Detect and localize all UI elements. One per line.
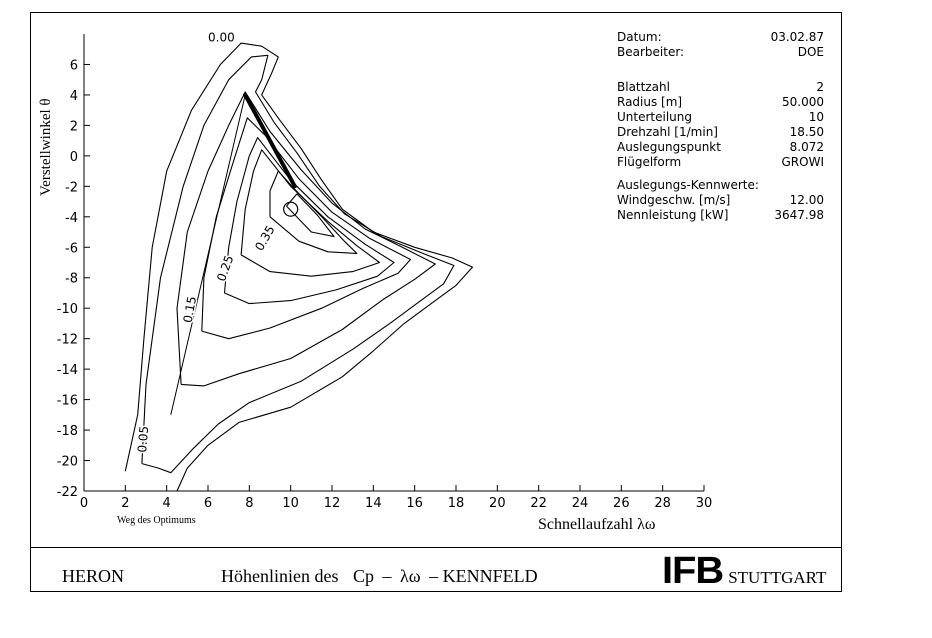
info-label: Flügelform bbox=[617, 155, 682, 169]
x-tick-label: 28 bbox=[654, 496, 671, 511]
x-tick-label: 14 bbox=[365, 496, 382, 511]
x-tick-label: 20 bbox=[489, 496, 506, 511]
y-axis-label: Verstellwinkel θ bbox=[38, 98, 54, 196]
contour-line-0-25 bbox=[201, 117, 412, 340]
contour-line-0-38 bbox=[269, 170, 358, 254]
y-tick-label: -16 bbox=[57, 394, 78, 409]
info-label: Datum: bbox=[617, 30, 662, 44]
info-value: 3647.98 bbox=[774, 208, 824, 222]
optimum-path-line bbox=[243, 92, 297, 189]
footer-title: Höhenlinien des Cp – λω – KENNFELD bbox=[221, 566, 538, 587]
contour-line-0-40 bbox=[286, 193, 335, 238]
contour-lines bbox=[124, 42, 474, 492]
info-value: 50.000 bbox=[782, 95, 824, 109]
contour-line-0-15 bbox=[176, 91, 436, 387]
x-tick-label: 30 bbox=[696, 496, 713, 511]
ifb-logo-mark: IFB bbox=[662, 550, 724, 592]
info-value: DOE bbox=[797, 45, 824, 59]
x-tick-label: 22 bbox=[530, 496, 547, 511]
plot-frame bbox=[30, 12, 842, 592]
contour-label: 0.00 bbox=[208, 31, 235, 45]
contour-label: 0.15 bbox=[181, 295, 199, 324]
y-tick-label: -20 bbox=[57, 455, 78, 470]
contour-line-0-35 bbox=[240, 149, 381, 277]
x-tick-label: 0 bbox=[80, 496, 88, 511]
y-tick-label: -4 bbox=[65, 211, 78, 226]
x-tick-label: 16 bbox=[406, 496, 423, 511]
design-point-marker bbox=[283, 201, 299, 217]
info-label: Nennleistung [kW] bbox=[617, 208, 729, 222]
y-tick-label: -12 bbox=[57, 333, 78, 348]
info-value: 12.00 bbox=[789, 193, 824, 207]
x-tick-label: 8 bbox=[245, 496, 253, 511]
ifb-logo-suffix: STUTTGART bbox=[728, 568, 827, 587]
x-tick-label: 2 bbox=[121, 496, 129, 511]
y-tick-label: 4 bbox=[70, 89, 78, 104]
x-tick-label: 26 bbox=[613, 496, 630, 511]
y-tick-label: 2 bbox=[70, 119, 78, 134]
y-tick-label: -18 bbox=[57, 424, 78, 439]
info-label: Bearbeiter: bbox=[617, 45, 685, 59]
footer-title-suffix: – KENNFELD bbox=[429, 566, 538, 586]
x-tick-label: 12 bbox=[324, 496, 341, 511]
y-tick-label: -10 bbox=[57, 302, 78, 317]
x-tick-label: 24 bbox=[572, 496, 589, 511]
info-value: 10 bbox=[808, 110, 824, 124]
optimum-guide-line bbox=[170, 94, 246, 415]
contour-label: 0.05 bbox=[135, 425, 151, 453]
info-value: 18.50 bbox=[789, 125, 824, 139]
contour-label: 0.25 bbox=[214, 253, 236, 283]
contour-line-0-05 bbox=[141, 54, 455, 474]
info-label: Windgeschw. [m/s] bbox=[617, 193, 731, 207]
info-value: 2 bbox=[816, 80, 824, 94]
info-label: Radius [m] bbox=[617, 95, 683, 109]
footer-divider bbox=[30, 547, 842, 548]
axes: 0 2 4 6 8 10 12 14 16 18 20 22 24 26 28 306420-2-4-6-8-… bbox=[57, 34, 713, 511]
footer-title-prefix: Höhenlinien des bbox=[221, 566, 339, 586]
x-axis-label: Schnellaufzahl λω bbox=[538, 516, 655, 533]
footer-title-cp: Cp bbox=[352, 566, 374, 586]
footer-title-lambda: λω bbox=[400, 566, 421, 586]
info-label: Auslegungspunkt bbox=[617, 140, 721, 154]
ifb-logo: IFB STUTTGART bbox=[662, 550, 827, 592]
x-tick-label: 4 bbox=[163, 496, 171, 511]
contour-line-0-30 bbox=[223, 137, 395, 305]
x-tick-label: 6 bbox=[204, 496, 212, 511]
info-label: Unterteilung bbox=[617, 110, 692, 124]
footer-title-dash: – bbox=[382, 566, 392, 586]
y-tick-label: -22 bbox=[57, 485, 78, 500]
contour-line-0-00 bbox=[124, 42, 474, 492]
info-label: Drehzahl [1/min] bbox=[617, 125, 718, 139]
y-tick-label: 0 bbox=[70, 150, 78, 165]
footer-project-name: HERON bbox=[62, 566, 124, 586]
y-tick-label: -8 bbox=[65, 272, 78, 287]
y-tick-label: -2 bbox=[65, 180, 78, 195]
annotation-weg-des-optimums: Weg des Optimums bbox=[117, 515, 196, 526]
info-label: Blattzahl bbox=[617, 80, 670, 94]
contour-label: 0.35 bbox=[252, 223, 277, 253]
x-tick-label: 10 bbox=[282, 496, 299, 511]
info-label: Auslegungs-Kennwerte: bbox=[617, 178, 759, 192]
x-tick-label: 18 bbox=[448, 496, 465, 511]
y-tick-label: -14 bbox=[57, 363, 78, 378]
y-tick-label: -6 bbox=[65, 241, 78, 256]
y-tick-label: 6 bbox=[70, 58, 78, 73]
info-value: 8.072 bbox=[789, 140, 824, 154]
info-value: 03.02.87 bbox=[770, 30, 824, 44]
info-value: GROWI bbox=[781, 155, 825, 169]
